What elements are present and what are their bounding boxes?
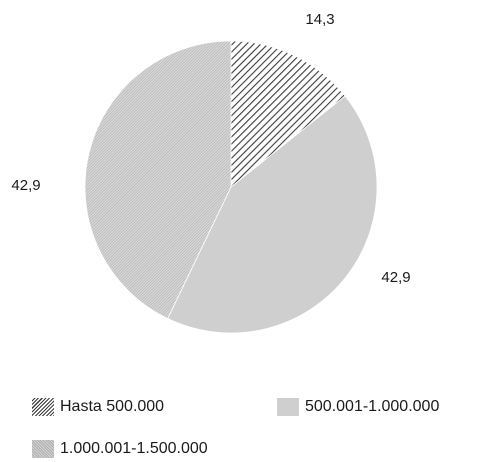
- slice-1000001-1500000: [84, 40, 232, 320]
- slice-500001-1000000: [167, 95, 378, 334]
- slice-hasta-500000: [230, 40, 346, 188]
- slice-value-label: 14,3: [305, 11, 334, 28]
- slice-value-label: 42,9: [11, 177, 40, 194]
- slice-value-label: 42,9: [381, 269, 410, 286]
